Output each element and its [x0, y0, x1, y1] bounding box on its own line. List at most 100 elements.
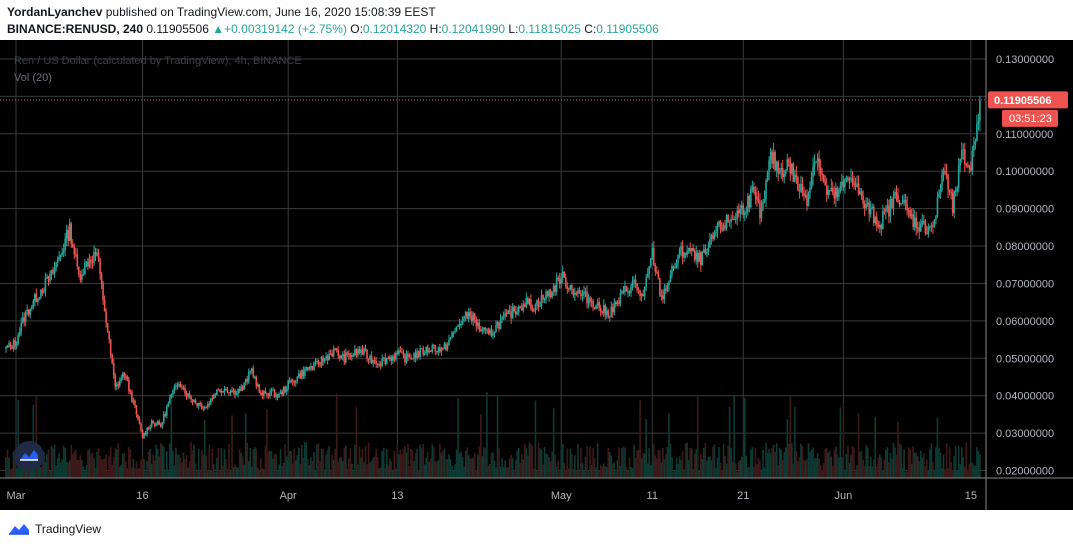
candle-body [170, 394, 173, 398]
volume-bar [693, 453, 696, 478]
volume-bar [106, 471, 109, 478]
candle-body [807, 193, 810, 207]
candle-body [345, 352, 347, 363]
candle-body [511, 306, 514, 319]
volume-bar [235, 466, 238, 478]
candle-body [599, 307, 602, 312]
volume-bar [226, 468, 229, 478]
time-axis[interactable]: Mar 16 Apr 13 May 11 21 Jun 15 [7, 490, 977, 502]
volume-bar [311, 461, 314, 478]
candle-body [938, 194, 940, 198]
candle-body [825, 185, 828, 195]
volume-bar [575, 470, 578, 478]
candle-body [680, 245, 682, 250]
candle-body [815, 161, 817, 163]
candle-body [187, 393, 189, 397]
candle-body [904, 199, 907, 205]
candle-body [916, 227, 919, 229]
volume-bar [398, 454, 400, 478]
candle-body [875, 217, 878, 225]
volume-bar [703, 447, 705, 478]
candle-body [455, 326, 458, 331]
candle-body [302, 370, 305, 376]
chart-area[interactable]: 0.130000000.120000000.110000000.10000000… [0, 40, 1073, 510]
volume-bar [897, 421, 899, 478]
candle-body [379, 364, 382, 366]
volume-bar [806, 459, 808, 478]
volume-bar [514, 460, 517, 478]
volume-bar [120, 464, 123, 478]
candle-body [747, 195, 749, 212]
candle-body [740, 205, 743, 209]
candle-body [963, 149, 966, 164]
candle-body [828, 190, 831, 192]
volume-bar [214, 471, 217, 478]
volume-bar [816, 453, 819, 478]
volume-bar [457, 398, 459, 478]
volume-bar [420, 447, 423, 478]
volume-bar [636, 450, 638, 478]
candle-body [798, 189, 801, 192]
candle-body [337, 350, 340, 356]
volume-bar [419, 444, 421, 478]
candle-body [505, 312, 508, 315]
volume-bar [877, 457, 880, 478]
candle-body [322, 357, 324, 362]
volume-bar [467, 455, 470, 478]
candle-body [718, 220, 720, 225]
volume-bar [147, 451, 150, 478]
footer-brand[interactable]: TradingView [8, 520, 101, 538]
volume-bar [466, 447, 468, 478]
candle-body [571, 285, 573, 290]
volume-bar [804, 460, 807, 478]
candle-body [737, 210, 740, 214]
price-chart[interactable]: 0.130000000.120000000.110000000.10000000… [0, 40, 1073, 510]
candle-body [754, 191, 757, 197]
candle-body [269, 392, 271, 397]
volume-bar [99, 456, 101, 478]
volume-bar [932, 461, 934, 478]
volume-bar [853, 447, 855, 478]
volume-bar [841, 456, 843, 478]
volume-bar [410, 448, 412, 478]
candle-body [407, 353, 409, 357]
volume-bar [502, 467, 505, 478]
candle-body [105, 311, 107, 323]
volume-bar [727, 445, 729, 478]
volume-bar [360, 457, 362, 478]
volume-bar [250, 466, 253, 478]
candle-body [52, 270, 54, 274]
candle-body [457, 325, 459, 327]
candle-body [58, 257, 60, 260]
volume-bar [335, 393, 338, 478]
volume-bar [871, 466, 874, 478]
candle-body [217, 389, 220, 391]
volume-bar [839, 407, 842, 478]
candle-body [223, 388, 226, 393]
candle-body [203, 407, 206, 409]
volume-bar [117, 443, 120, 478]
candle-body [748, 195, 751, 208]
volume-bar [291, 463, 294, 478]
volume-bar [800, 443, 802, 478]
volume-bar [442, 450, 444, 478]
volume-bar [299, 464, 302, 478]
author-name[interactable]: YordanLyanchev [7, 5, 103, 19]
candle-body [326, 356, 329, 361]
volume-bar [766, 453, 769, 478]
volume-bar [387, 465, 390, 478]
volume-bar [962, 457, 965, 478]
volume-bar [463, 467, 465, 478]
volume-bar [476, 454, 479, 478]
candle-body [351, 355, 353, 358]
candle-body [153, 423, 156, 426]
candle-body [288, 380, 291, 382]
volume-bar [93, 458, 95, 478]
volume-bar [483, 447, 485, 478]
volume-bar [50, 445, 53, 478]
candle-body [898, 202, 901, 205]
candle-body [147, 427, 150, 430]
volume-bar [593, 458, 596, 478]
candle-body [608, 316, 611, 318]
tradingview-cloud-icon[interactable] [14, 441, 44, 471]
